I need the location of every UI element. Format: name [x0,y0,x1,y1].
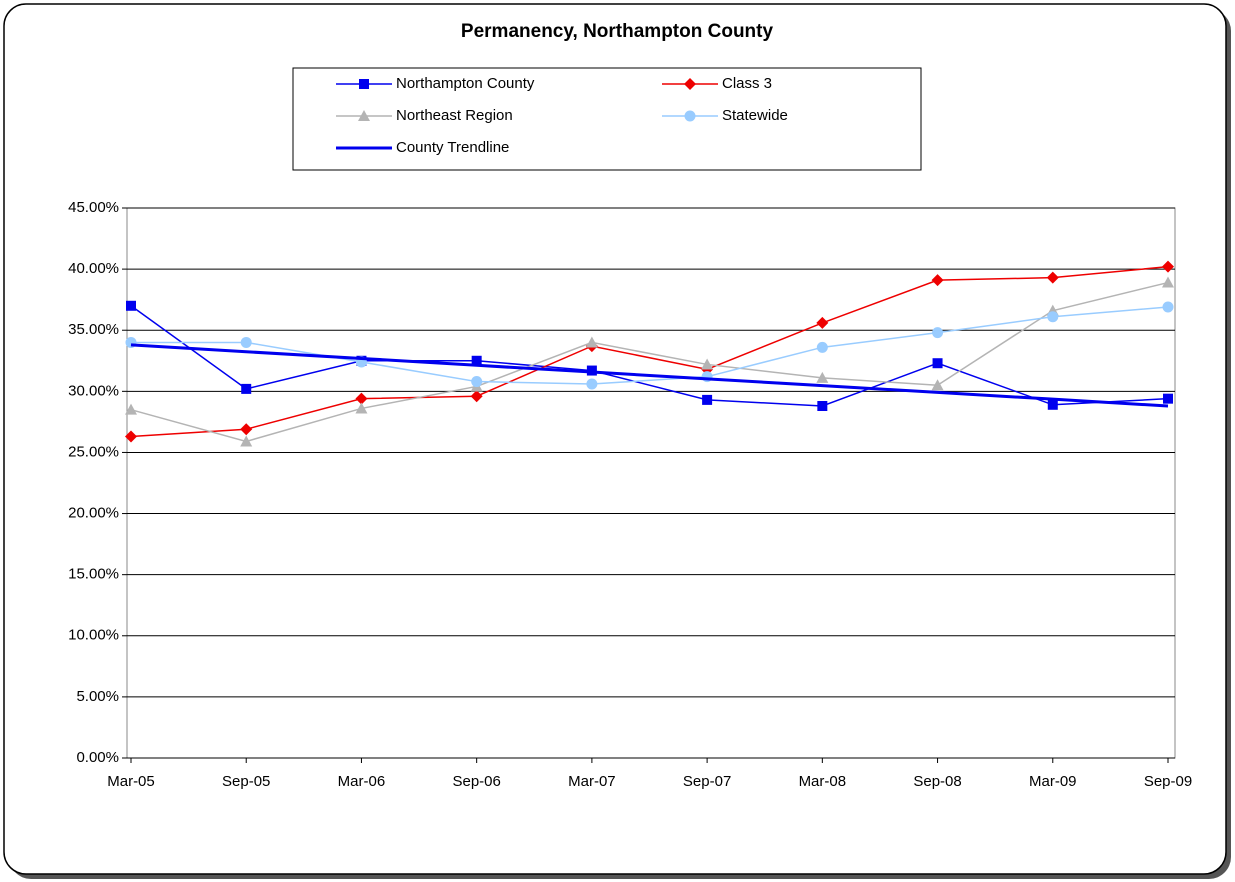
series-line [130,343,1169,408]
legend-label: County Trendline [396,139,509,156]
marker [240,435,253,447]
marker [932,327,944,339]
legend-label: Statewide [722,107,788,124]
marker [1047,399,1058,410]
marker [817,401,828,411]
y-tick-label: 10.00% [68,627,119,644]
marker [701,358,714,370]
marker [1162,260,1174,273]
y-tick-label: 25.00% [68,443,119,460]
x-tick-label: Mar-09 [1029,773,1077,790]
marker [1162,276,1174,288]
marker [932,358,943,369]
x-tick-label: Sep-09 [1144,773,1192,790]
marker [355,402,368,414]
marker [684,110,696,122]
marker [816,316,829,329]
legend [292,67,922,171]
y-tick-label: 45.00% [68,199,119,216]
marker [241,383,252,394]
x-tick-label: Sep-07 [683,773,731,790]
marker [816,341,828,353]
x-tick-label: Mar-05 [107,773,155,790]
frame [3,3,1227,875]
marker [471,355,482,366]
series-line [130,305,1169,407]
marker [240,423,253,436]
marker [125,430,137,443]
marker [1162,301,1174,313]
series-line [131,306,1169,385]
marker [1046,271,1059,284]
marker [1047,311,1059,323]
x-tick-label: Mar-08 [799,773,847,790]
x-tick-label: Mar-06 [338,773,386,790]
marker [684,78,696,90]
marker [359,79,369,89]
marker [125,403,137,415]
x-tick-label: Sep-06 [452,773,500,790]
x-tick-label: Mar-07 [568,773,616,790]
marker [471,376,483,388]
marker [702,394,713,405]
marker [355,392,368,405]
marker [585,336,598,348]
marker [931,379,944,391]
y-tick-label: 20.00% [68,505,119,522]
marker [358,110,370,121]
y-tick-label: 35.00% [68,321,119,338]
x-tick-label: Sep-05 [222,773,270,790]
y-tick-label: 40.00% [68,260,119,277]
marker [586,378,598,390]
marker [931,274,944,287]
y-tick-label: 30.00% [68,382,119,399]
y-tick-label: 15.00% [68,566,119,583]
x-tick-label: Sep-08 [913,773,961,790]
marker [816,371,829,383]
series-line [130,265,1169,438]
legend-label: Northampton County [396,75,535,92]
y-tick-label: 0.00% [76,749,119,766]
legend-label: Class 3 [722,75,772,92]
marker [1163,393,1173,404]
marker [126,300,136,311]
chart-title: Permanency, Northampton County [461,21,774,42]
series-line [130,281,1169,443]
marker [240,336,252,348]
marker [470,390,483,403]
y-tick-label: 5.00% [76,688,119,705]
legend-label: Northeast Region [396,107,513,124]
